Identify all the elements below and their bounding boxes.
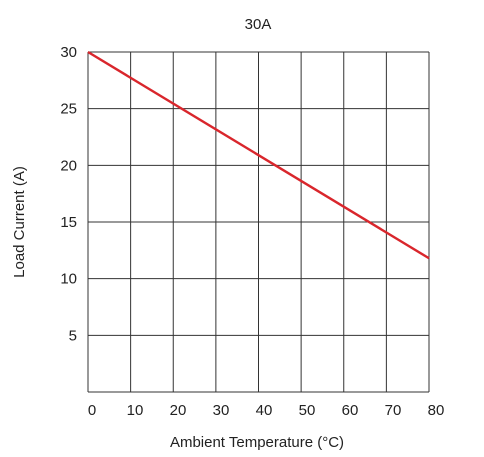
x-tick-label: 50	[299, 402, 316, 419]
series-layer	[87, 50, 430, 260]
y-tick-label: 15	[60, 214, 77, 231]
series-line	[87, 50, 430, 260]
x-tick-label: 30	[213, 402, 230, 419]
chart-title: 30A	[245, 16, 272, 33]
y-tick-label: 20	[60, 157, 77, 174]
y-tick-label: 10	[60, 271, 77, 288]
y-tick-labels: 5 10 15 20 25 30	[60, 44, 77, 344]
x-tick-label: 60	[342, 402, 359, 419]
x-tick-label: 10	[127, 402, 144, 419]
y-tick-label: 5	[69, 327, 77, 344]
y-tick-label: 25	[60, 101, 77, 118]
grid	[87, 51, 430, 393]
x-tick-label: 0	[88, 402, 96, 419]
x-tick-label: 20	[170, 402, 187, 419]
y-tick-label: 30	[60, 44, 77, 61]
x-tick-labels: 0 10 20 30 40 50 60 70 80	[88, 402, 445, 419]
x-tick-label: 80	[428, 402, 445, 419]
x-tick-label: 40	[256, 402, 273, 419]
x-tick-label: 70	[385, 402, 402, 419]
x-axis-label: Ambient Temperature (°C)	[170, 434, 344, 451]
y-axis-label: Load Current (A)	[11, 166, 28, 278]
